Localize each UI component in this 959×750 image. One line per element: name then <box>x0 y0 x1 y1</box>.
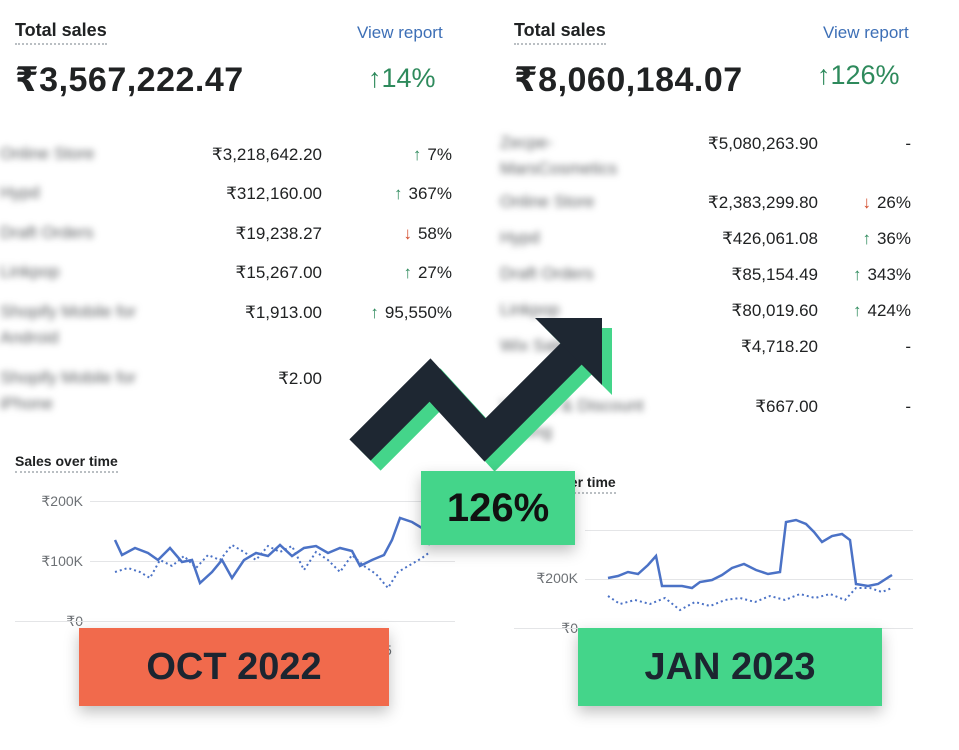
grid-line <box>90 501 455 502</box>
channel-change: ↑ 367% <box>394 184 452 204</box>
channel-change-value: 36% <box>876 229 911 248</box>
channel-name: Shopify Mobile for iPhone <box>0 368 137 413</box>
channel-change-value: - <box>905 134 911 153</box>
channel-sales-value: ₹80,019.60 <box>731 301 818 320</box>
channel-name: Zecpe-MarsCosmetics <box>500 133 618 178</box>
sales-over-time-title: Sales over time <box>15 453 118 473</box>
channel-name: Draft Orders <box>500 264 594 283</box>
channel-change-value: 7% <box>427 145 452 164</box>
total-sales-value: ₹8,060,184.07 <box>514 61 743 99</box>
channel-sales-value: ₹667.00 <box>755 397 818 416</box>
channel-sales-value: ₹4,718.20 <box>741 337 818 356</box>
oct-2022-label: OCT 2022 <box>79 628 389 706</box>
channel-name: Online Store <box>500 192 595 211</box>
channel-change-value: - <box>905 397 911 416</box>
left-sales-panel: Total sales View report ₹3,567,222.47 ↑1… <box>0 0 470 750</box>
y-tick-label: ₹100K <box>41 553 83 569</box>
arrow-down-icon: ↓ <box>862 193 871 212</box>
channel-sales-value: ₹15,267.00 <box>235 263 322 282</box>
arrow-up-icon: ↑ <box>862 229 871 248</box>
channel-name: Shopify Mobile for Android <box>0 302 137 347</box>
channel-name: Draft Orders <box>0 223 94 242</box>
total-sales-change: ↑126% <box>817 60 900 90</box>
channel-change-value: 367% <box>408 184 452 203</box>
channel-change: - <box>899 134 911 154</box>
channel-change: - <box>899 397 911 417</box>
channel-change: ↑ 7% <box>413 145 452 165</box>
channel-name: Linkpop <box>500 300 560 319</box>
grid-line <box>90 561 455 562</box>
channel-change: ↑ 36% <box>862 229 911 249</box>
channel-name: Linkpop <box>0 262 60 281</box>
arrow-down-icon: ↓ <box>403 224 412 243</box>
channel-change: ↑ 95,550% <box>370 303 452 323</box>
grid-line <box>585 530 913 531</box>
arrow-up-icon: ↑ <box>853 301 862 320</box>
total-sales-value: ₹3,567,222.47 <box>15 61 244 99</box>
channel-sales-value: ₹85,154.49 <box>731 265 818 284</box>
arrow-up-icon: ↑ <box>853 265 862 284</box>
channel-change-value: - <box>905 337 911 356</box>
jan-2023-label: JAN 2023 <box>578 628 882 706</box>
y-tick-label: ₹200K <box>41 493 83 509</box>
total-sales-title: Total sales <box>15 20 107 45</box>
channel-name: Hypd <box>500 228 540 247</box>
sales-line-chart <box>607 518 893 612</box>
channel-name: Online Store <box>0 144 95 163</box>
arrow-up-icon: ↑ <box>412 145 422 164</box>
channel-sales-value: ₹426,061.08 <box>722 229 818 248</box>
channel-sales-value: ₹312,160.00 <box>226 184 322 203</box>
channel-sales-value: ₹1,913.00 <box>245 303 322 322</box>
channel-change: - <box>899 337 911 357</box>
arrow-up-icon: ↑ <box>370 303 379 322</box>
current-series-line <box>113 516 432 586</box>
total-sales-title: Total sales <box>514 20 606 45</box>
trend-up-arrow-icon <box>349 318 612 472</box>
channel-sales-value: ₹3,218,642.20 <box>211 145 322 164</box>
channel-change-value: 343% <box>867 265 911 284</box>
channel-sales-value: ₹2.00 <box>278 369 322 388</box>
grid-line <box>15 621 455 622</box>
current-series-line <box>607 518 893 590</box>
channel-change-value: 27% <box>417 263 452 282</box>
channel-change: ↓ 26% <box>862 193 911 213</box>
channel-change-value: 95,550% <box>384 303 452 322</box>
channel-change: ↑ 27% <box>403 263 452 283</box>
channel-sales-value: ₹2,383,299.80 <box>707 193 818 212</box>
channel-change: ↑ 424% <box>853 301 911 321</box>
arrow-up-icon: ↑ <box>403 263 412 282</box>
sales-line-chart <box>113 516 432 590</box>
channel-change-value: 58% <box>417 224 452 243</box>
channel-change-value: 424% <box>867 301 911 320</box>
comparison-series-line <box>607 587 893 612</box>
total-sales-change: ↑14% <box>368 63 436 93</box>
channel-change-value: 26% <box>876 193 911 212</box>
grid-line <box>585 579 913 580</box>
sales-over-time-title: ver time <box>562 474 616 494</box>
comparison-series-line <box>114 543 431 590</box>
view-report-link[interactable]: View report <box>823 23 909 42</box>
channel-name: Hypd <box>0 183 40 202</box>
channel-sales-value: ₹5,080,263.90 <box>707 134 818 153</box>
y-tick-label: ₹200K <box>536 570 578 586</box>
channel-change: ↓ 58% <box>403 224 452 244</box>
arrow-up-icon: ↑ <box>394 184 403 203</box>
channel-change: ↑ 343% <box>853 265 911 285</box>
view-report-link[interactable]: View report <box>357 23 443 42</box>
growth-percentage-badge: 126% <box>421 471 575 545</box>
channel-sales-value: ₹19,238.27 <box>235 224 322 243</box>
